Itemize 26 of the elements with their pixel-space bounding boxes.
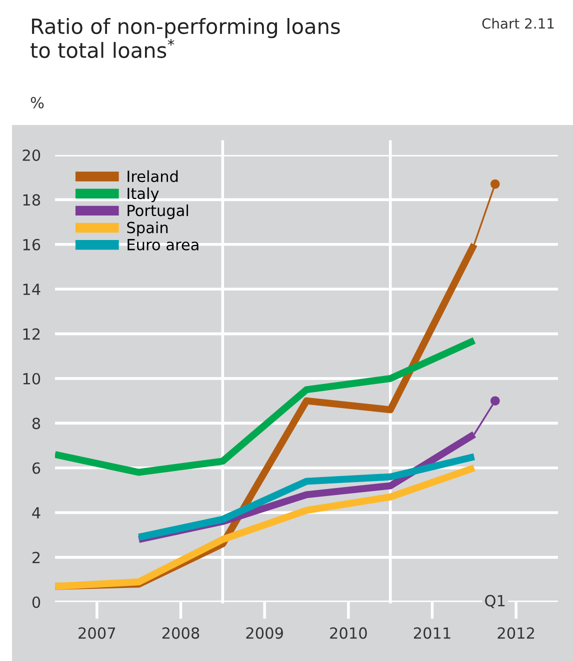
- x-tick-label: 2009: [246, 627, 283, 639]
- caption: Chart 2.11: [482, 18, 554, 29]
- legend-label: Ireland: [128, 170, 178, 182]
- y-tick-label: 14: [23, 284, 40, 295]
- y-tick-label: 4: [32, 507, 40, 518]
- y-tick-label: 8: [32, 418, 40, 430]
- chart-title: Ratio of non-performing loans to total loans$^{*}$: [30, 18, 340, 58]
- x-tick-label: 2010: [330, 627, 367, 639]
- y-tick-label: 10: [23, 372, 40, 385]
- y-tick-label: 0: [32, 596, 40, 608]
- x-tick-label: 2007: [78, 627, 116, 639]
- y-tick-label: 18: [23, 194, 40, 206]
- legend-label: Spain: [127, 222, 168, 236]
- annotation: Q1: [485, 594, 505, 608]
- x-tick-label: 2011: [414, 627, 450, 639]
- y-tick-label: 16: [23, 238, 40, 250]
- legend-label: Portugal: [128, 204, 188, 220]
- x-tick-label: 2012: [498, 627, 534, 639]
- y-tick-label: 20: [22, 149, 40, 162]
- legend-label: Euro area: [128, 239, 198, 250]
- legend-label: Italy: [128, 187, 159, 202]
- x-tick-label: 2008: [162, 627, 200, 639]
- y-tick-label: 6: [32, 462, 40, 474]
- y-axis-title: %: [30, 96, 44, 108]
- y-tick-label: 2: [32, 552, 40, 564]
- y-tick-label: 12: [23, 328, 40, 340]
